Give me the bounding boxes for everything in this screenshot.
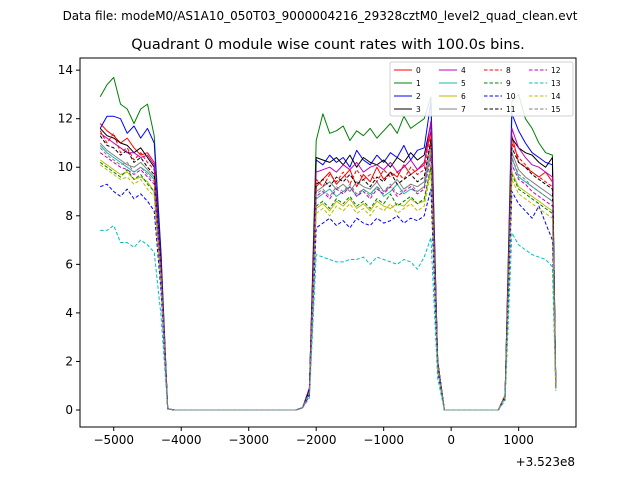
x-tick-label: −3000 xyxy=(228,433,269,447)
legend-label-14: 14 xyxy=(551,92,561,101)
y-tick-label: 0 xyxy=(65,403,73,417)
legend-label-8: 8 xyxy=(506,66,511,75)
legend-label-9: 9 xyxy=(506,79,511,88)
chart-title: Quadrant 0 module wise count rates with … xyxy=(131,37,525,53)
x-tick-label: 1000 xyxy=(503,433,534,447)
series-line-15 xyxy=(99,147,557,411)
series-line-14 xyxy=(99,164,557,411)
x-axis: −5000 −4000 −3000 −2000 −1000 0 1000 xyxy=(93,427,534,447)
legend-label-6: 6 xyxy=(461,92,466,101)
legend-label-10: 10 xyxy=(506,92,516,101)
y-tick-label: 2 xyxy=(65,354,73,368)
series-line-10 xyxy=(100,183,557,411)
x-tick-label: −5000 xyxy=(93,433,134,447)
plot-frame xyxy=(79,57,577,428)
y-axis: 0 2 4 6 8 10 12 14 xyxy=(58,63,80,417)
legend-label-13: 13 xyxy=(551,79,561,88)
series-line-11 xyxy=(99,135,557,411)
plot-series-group xyxy=(99,76,557,411)
legend-label-3: 3 xyxy=(416,105,421,114)
series-line-2 xyxy=(99,101,557,411)
series-line-13 xyxy=(100,225,557,411)
series-line-4 xyxy=(99,120,557,411)
x-tick-label: −2000 xyxy=(296,433,337,447)
figure-suptitle: Data file: modeM0/AS1A10_050T03_90000042… xyxy=(63,9,578,23)
series-line-5 xyxy=(99,145,557,411)
y-tick-label: 4 xyxy=(65,306,73,320)
y-tick-label: 10 xyxy=(58,160,73,174)
legend-label-4: 4 xyxy=(461,66,466,75)
legend-label-11: 11 xyxy=(506,105,516,114)
legend-label-2: 2 xyxy=(416,92,421,101)
legend-label-0: 0 xyxy=(416,66,421,75)
legend-label-15: 15 xyxy=(551,105,561,114)
series-line-8 xyxy=(99,130,557,411)
series-line-1 xyxy=(99,76,557,411)
legend-box xyxy=(389,61,574,117)
x-tick-label: 0 xyxy=(447,433,455,447)
y-tick-label: 14 xyxy=(58,63,73,77)
x-offset-label: +3.523e8 xyxy=(516,455,575,469)
legend-label-5: 5 xyxy=(461,79,466,88)
y-tick-label: 8 xyxy=(65,209,73,223)
series-line-0 xyxy=(99,123,557,411)
legend-label-7: 7 xyxy=(461,105,466,114)
y-tick-label: 6 xyxy=(65,257,73,271)
legend-label-12: 12 xyxy=(551,66,561,75)
x-tick-label: −4000 xyxy=(161,433,202,447)
legend-label-1: 1 xyxy=(416,79,421,88)
series-line-7 xyxy=(99,142,557,411)
x-tick-label: −1000 xyxy=(363,433,404,447)
series-line-3 xyxy=(99,123,557,411)
series-line-9 xyxy=(99,161,557,411)
series-line-12 xyxy=(99,152,557,411)
y-tick-label: 12 xyxy=(58,112,73,126)
